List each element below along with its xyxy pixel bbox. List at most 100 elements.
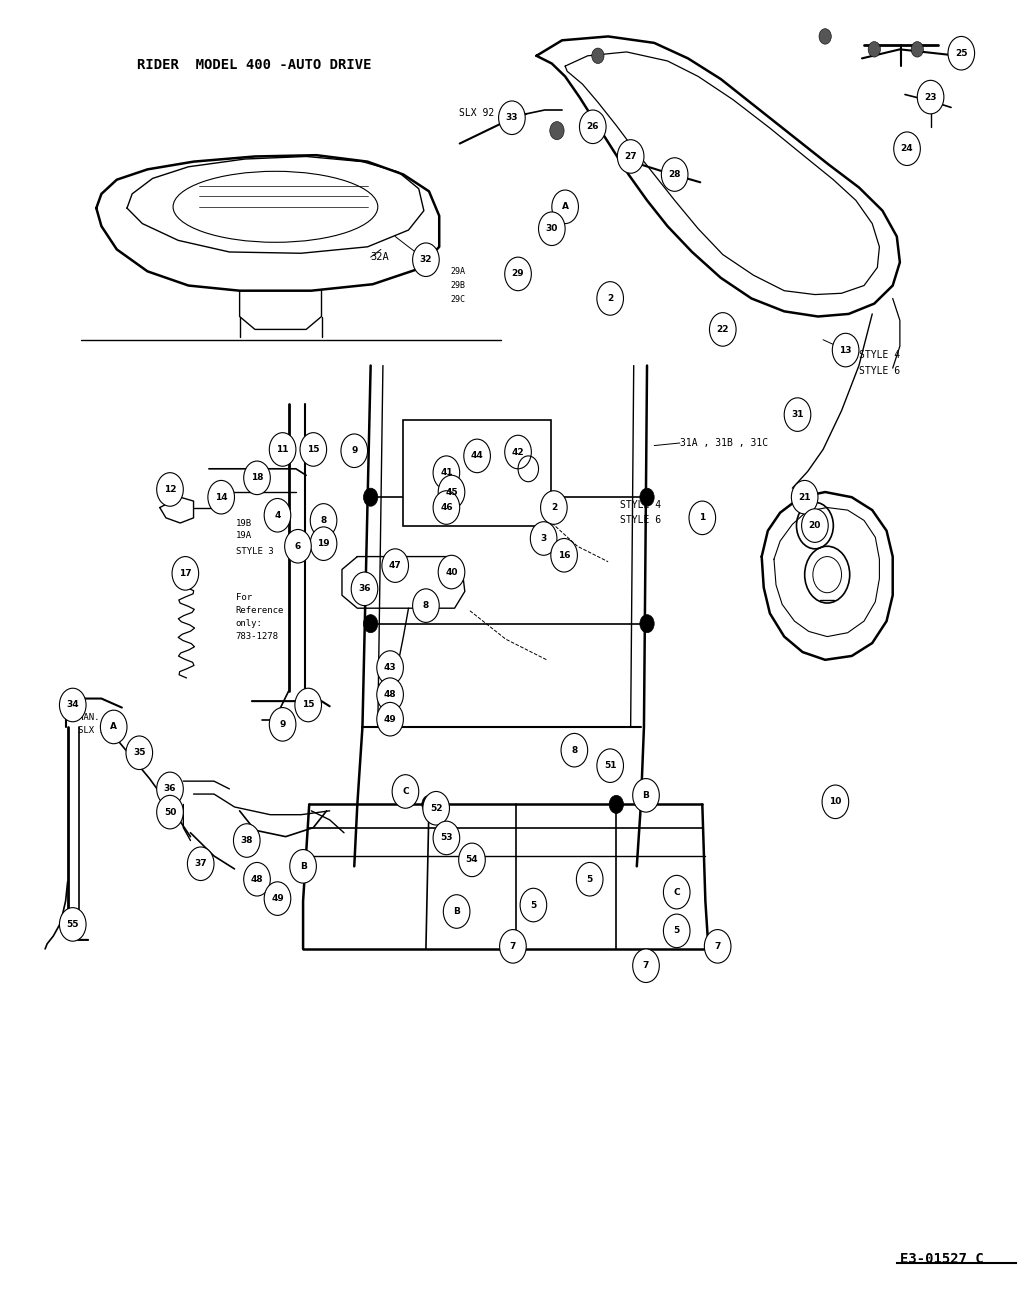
Circle shape bbox=[520, 889, 547, 922]
Circle shape bbox=[917, 81, 944, 114]
Circle shape bbox=[311, 527, 336, 560]
Text: 5: 5 bbox=[586, 874, 592, 883]
Text: 2: 2 bbox=[607, 294, 613, 303]
Text: 4: 4 bbox=[275, 511, 281, 520]
Text: 49: 49 bbox=[271, 894, 284, 903]
Circle shape bbox=[541, 491, 568, 525]
Text: 55: 55 bbox=[66, 920, 79, 929]
Text: 29C: 29C bbox=[451, 295, 465, 304]
Circle shape bbox=[377, 703, 404, 737]
Circle shape bbox=[413, 588, 440, 622]
Circle shape bbox=[377, 678, 404, 712]
Text: C: C bbox=[402, 787, 409, 796]
Text: MAN. PTO: MAN. PTO bbox=[77, 713, 121, 722]
Text: 48: 48 bbox=[384, 690, 396, 699]
Circle shape bbox=[423, 791, 450, 825]
Circle shape bbox=[633, 778, 659, 812]
Text: 29: 29 bbox=[512, 269, 524, 278]
Circle shape bbox=[640, 614, 654, 633]
Circle shape bbox=[596, 750, 623, 782]
Text: 27: 27 bbox=[624, 152, 637, 161]
Text: 21: 21 bbox=[799, 492, 811, 501]
Circle shape bbox=[311, 504, 336, 538]
Text: 53: 53 bbox=[440, 834, 453, 843]
Text: only:: only: bbox=[235, 620, 262, 629]
Circle shape bbox=[505, 257, 531, 291]
Text: STYLE 6: STYLE 6 bbox=[620, 516, 662, 525]
Text: 15: 15 bbox=[308, 446, 320, 453]
Circle shape bbox=[126, 737, 153, 769]
Text: 783-1278: 783-1278 bbox=[235, 633, 279, 642]
Circle shape bbox=[911, 42, 924, 57]
Text: 31: 31 bbox=[792, 410, 804, 420]
Circle shape bbox=[207, 481, 234, 514]
Text: 54: 54 bbox=[465, 855, 478, 864]
Circle shape bbox=[295, 688, 322, 722]
Text: 45: 45 bbox=[445, 487, 458, 496]
Text: 1: 1 bbox=[700, 513, 706, 522]
Text: A: A bbox=[110, 722, 118, 731]
Text: 2: 2 bbox=[551, 503, 557, 512]
Circle shape bbox=[392, 774, 419, 808]
Text: 46: 46 bbox=[440, 503, 453, 512]
Circle shape bbox=[633, 950, 659, 982]
Circle shape bbox=[413, 243, 440, 277]
Text: 26: 26 bbox=[586, 122, 599, 131]
Text: 25: 25 bbox=[955, 48, 968, 57]
Circle shape bbox=[300, 433, 326, 466]
Circle shape bbox=[100, 711, 127, 744]
Circle shape bbox=[157, 473, 184, 507]
Text: 19: 19 bbox=[317, 539, 330, 548]
Text: 41: 41 bbox=[440, 468, 453, 477]
Circle shape bbox=[433, 821, 459, 855]
Text: 38: 38 bbox=[240, 837, 253, 846]
Text: 11: 11 bbox=[277, 446, 289, 453]
Circle shape bbox=[579, 110, 606, 144]
Text: 8: 8 bbox=[572, 746, 578, 755]
Circle shape bbox=[60, 908, 86, 942]
Circle shape bbox=[439, 555, 464, 588]
Text: 42: 42 bbox=[512, 448, 524, 456]
Circle shape bbox=[244, 461, 270, 495]
Text: 29A: 29A bbox=[451, 266, 465, 275]
Text: 18: 18 bbox=[251, 473, 263, 482]
Text: STYLE 4: STYLE 4 bbox=[620, 500, 662, 511]
Text: STYLE 6: STYLE 6 bbox=[859, 366, 900, 375]
Circle shape bbox=[591, 48, 604, 64]
Text: 52: 52 bbox=[430, 804, 443, 813]
Circle shape bbox=[60, 688, 86, 722]
Circle shape bbox=[664, 876, 690, 909]
Text: For: For bbox=[235, 594, 252, 603]
Circle shape bbox=[341, 434, 367, 468]
Circle shape bbox=[539, 212, 566, 246]
Circle shape bbox=[377, 651, 404, 685]
Circle shape bbox=[530, 522, 557, 555]
Text: 51: 51 bbox=[604, 761, 616, 770]
Text: 7: 7 bbox=[714, 942, 720, 951]
Text: 15: 15 bbox=[302, 700, 315, 709]
Text: 43: 43 bbox=[384, 662, 396, 672]
Circle shape bbox=[689, 501, 715, 535]
FancyBboxPatch shape bbox=[404, 420, 551, 526]
Text: RIDER  MODEL 400 -AUTO DRIVE: RIDER MODEL 400 -AUTO DRIVE bbox=[137, 58, 372, 73]
Circle shape bbox=[188, 847, 214, 881]
Text: 19B: 19B bbox=[235, 518, 252, 527]
Circle shape bbox=[833, 334, 859, 366]
Circle shape bbox=[244, 863, 270, 896]
Text: 44: 44 bbox=[471, 451, 483, 460]
Circle shape bbox=[948, 36, 974, 70]
Circle shape bbox=[617, 140, 644, 173]
Circle shape bbox=[792, 481, 818, 514]
Text: 9: 9 bbox=[351, 447, 357, 455]
Circle shape bbox=[550, 122, 565, 140]
Text: C: C bbox=[674, 887, 680, 896]
Text: B: B bbox=[299, 861, 307, 870]
Text: SLX 92 RA: SLX 92 RA bbox=[77, 726, 126, 735]
Circle shape bbox=[351, 572, 378, 605]
Text: 24: 24 bbox=[901, 144, 913, 153]
Text: B: B bbox=[643, 791, 649, 800]
Circle shape bbox=[498, 101, 525, 135]
Circle shape bbox=[823, 785, 848, 818]
Circle shape bbox=[662, 157, 688, 191]
Circle shape bbox=[264, 499, 291, 533]
